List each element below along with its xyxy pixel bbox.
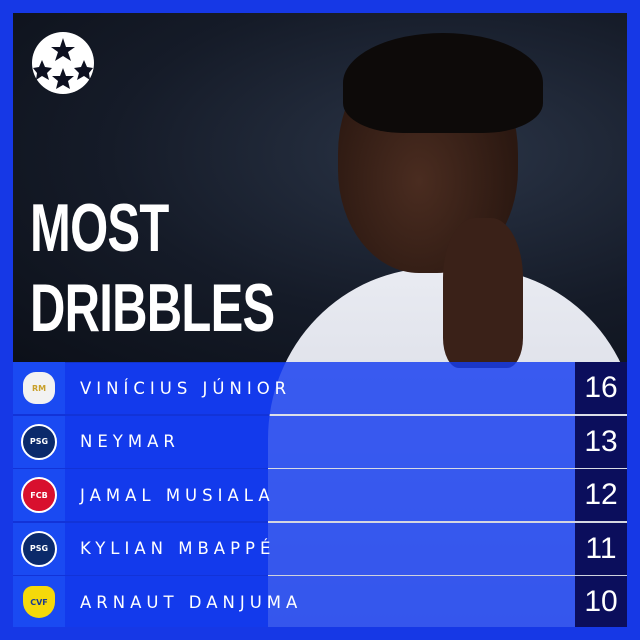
player-name: JAMAL MUSIALA — [65, 469, 575, 521]
table-row: RM VINÍCIUS JÚNIOR 16 — [13, 362, 627, 414]
table-row: PSG NEYMAR 13 — [13, 415, 627, 468]
player-name: NEYMAR — [65, 415, 575, 468]
title-line-1: MOST — [30, 190, 169, 266]
psg-crest-icon: PSG — [21, 530, 57, 567]
player-name: ARNAUT DANJUMA — [65, 576, 575, 627]
dribbles-value: 16 — [575, 362, 627, 414]
title-line-2: DRIBBLES — [30, 270, 275, 346]
table-row: CVF ARNAUT DANJUMA 10 — [13, 576, 627, 627]
table-row: PSG KYLIAN MBAPPÉ 11 — [13, 522, 627, 575]
dribbles-value: 11 — [575, 522, 627, 575]
real-madrid-crest-icon: RM — [23, 372, 55, 404]
ranking-table: RM VINÍCIUS JÚNIOR 16 PSG NEYMAR 13 FCB … — [13, 362, 627, 627]
player-hair — [343, 33, 543, 133]
page-title: MOST DRIBBLES — [30, 188, 275, 348]
dribbles-value: 12 — [575, 469, 627, 521]
player-name: KYLIAN MBAPPÉ — [65, 522, 575, 575]
psg-crest-icon: PSG — [21, 423, 57, 460]
table-row: FCB JAMAL MUSIALA 12 — [13, 469, 627, 521]
player-name: VINÍCIUS JÚNIOR — [65, 362, 575, 414]
champions-league-starball-icon — [32, 32, 94, 94]
graphic-frame: MOST DRIBBLES RM VINÍCIUS JÚNIOR 16 PSG … — [13, 13, 627, 627]
villarreal-crest-icon: CVF — [23, 586, 55, 618]
dribbles-value: 10 — [575, 576, 627, 627]
player-hands — [443, 218, 523, 368]
bayern-munich-crest-icon: FCB — [21, 477, 57, 513]
dribbles-value: 13 — [575, 415, 627, 468]
